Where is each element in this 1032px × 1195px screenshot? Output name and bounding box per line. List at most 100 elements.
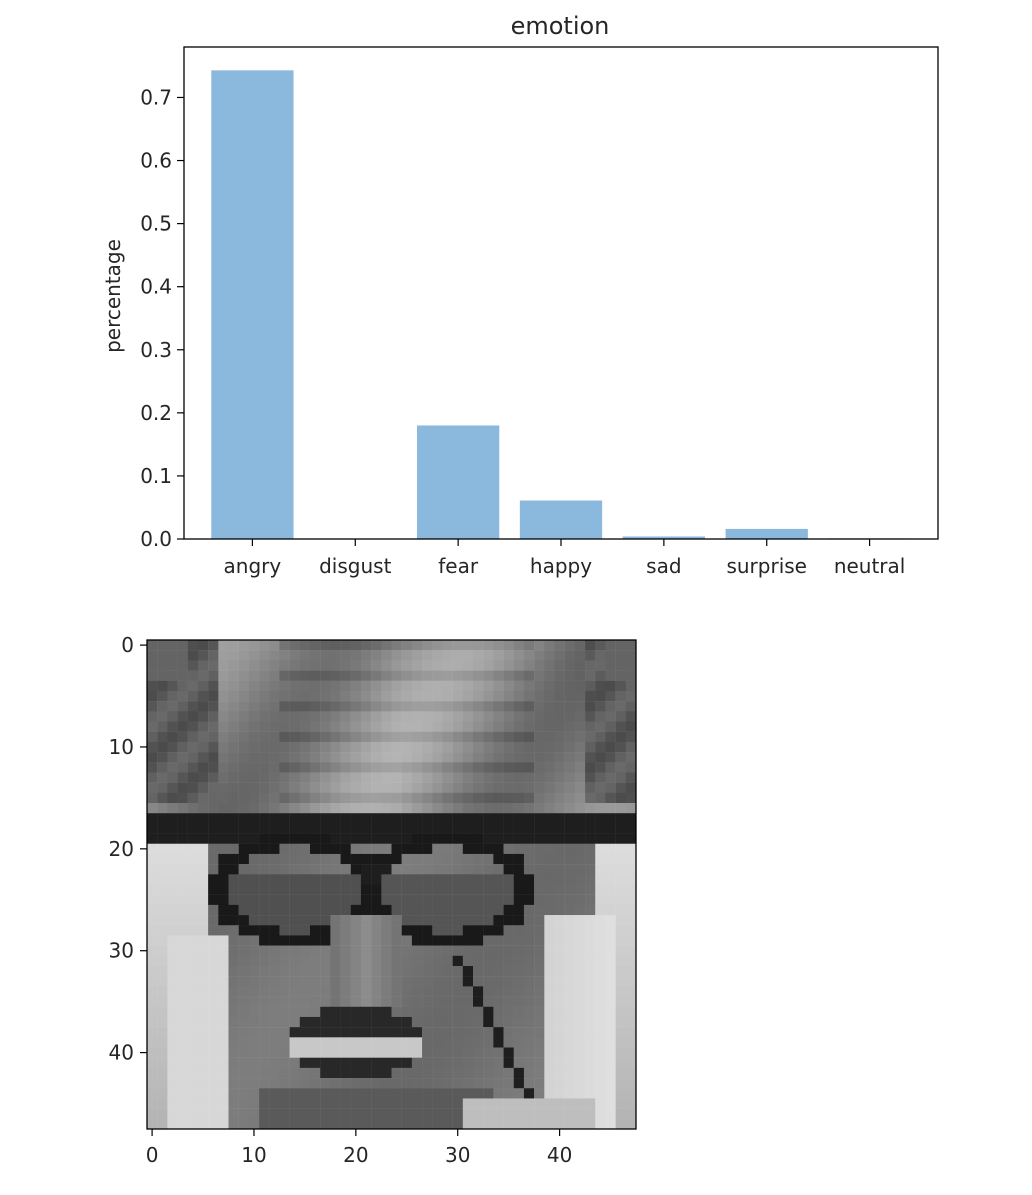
pixel [554, 640, 565, 651]
pixel [625, 843, 637, 855]
pixel [503, 833, 514, 844]
pixel [401, 874, 413, 885]
pixel [422, 1047, 433, 1058]
pixel [605, 1088, 616, 1099]
pixel [259, 813, 270, 824]
pixel [401, 690, 413, 702]
pixel [238, 782, 250, 794]
pixel [513, 945, 525, 957]
pixel [269, 1088, 280, 1099]
pixel [238, 976, 250, 987]
pixel [605, 1067, 616, 1079]
pixel [167, 701, 178, 712]
pixel [462, 966, 474, 977]
pixel [554, 660, 565, 671]
pixel [350, 762, 362, 773]
pixel [534, 966, 545, 977]
pixel [330, 1016, 341, 1028]
pixel [340, 955, 351, 967]
pixel [483, 1016, 494, 1028]
pixel [503, 884, 514, 895]
pixel [289, 986, 301, 997]
pixel [238, 1108, 250, 1120]
pixel [483, 741, 494, 753]
pixel [259, 996, 270, 1007]
pixel [483, 874, 494, 885]
pixel [523, 762, 535, 773]
pixel [330, 915, 341, 926]
pixel [269, 955, 280, 967]
pixel [473, 986, 484, 997]
pixel [473, 792, 484, 804]
pixel [218, 945, 229, 957]
pixel [493, 813, 504, 824]
pixel [177, 1067, 188, 1079]
pixel [218, 1016, 229, 1028]
pixel [208, 762, 219, 773]
pixel [248, 833, 260, 844]
pixel [544, 945, 555, 957]
pixel [371, 904, 382, 916]
pixel [615, 884, 627, 895]
pixel [534, 986, 545, 997]
pixel [513, 925, 525, 936]
pixel [360, 843, 372, 855]
pixel [523, 772, 535, 783]
pixel [483, 711, 494, 722]
pixel [350, 1006, 362, 1018]
pixel [411, 701, 423, 712]
pixel [442, 843, 453, 855]
pixel [187, 762, 199, 773]
pixel [462, 1118, 474, 1130]
pixel [381, 833, 392, 844]
pixel [585, 711, 596, 722]
x-tick-label: disgust [319, 554, 391, 578]
pixel [360, 1016, 372, 1028]
pixel [422, 945, 433, 957]
pixel [197, 1037, 209, 1048]
pixel [197, 782, 209, 794]
pixel [147, 1016, 158, 1028]
pixel [462, 996, 474, 1007]
pixel [330, 966, 341, 977]
pixel [493, 660, 504, 671]
pixel [259, 833, 270, 844]
pixel [462, 680, 474, 692]
pixel [197, 935, 209, 946]
pixel [167, 1057, 178, 1069]
pixel [473, 864, 484, 875]
pixel [483, 945, 494, 957]
pixel [462, 1078, 474, 1089]
pixel [279, 1016, 290, 1028]
pixel [340, 803, 351, 814]
pixel [605, 1006, 616, 1018]
pixel [493, 1037, 504, 1048]
pixel [269, 660, 280, 671]
pixel [187, 945, 199, 957]
pixel [381, 803, 392, 814]
pixel [401, 966, 413, 977]
pixel [513, 680, 525, 692]
pixel [523, 680, 535, 692]
pixel [310, 752, 321, 763]
pixel [187, 976, 199, 987]
pixel [391, 864, 402, 875]
pixel [330, 711, 341, 722]
pixel [574, 660, 586, 671]
pixel [595, 1016, 606, 1028]
pixel [503, 792, 514, 804]
pixel [585, 650, 596, 661]
pixel [299, 945, 311, 957]
pixel [493, 1098, 504, 1109]
pixel [310, 986, 321, 997]
pixel [147, 660, 158, 671]
pixel [177, 843, 188, 855]
pixel [564, 782, 576, 794]
pixel [452, 680, 464, 692]
pixel [615, 803, 627, 814]
pixel [167, 711, 178, 722]
pixel [544, 925, 555, 936]
pixel [381, 670, 392, 681]
pixel [350, 976, 362, 987]
pixel [462, 701, 474, 712]
